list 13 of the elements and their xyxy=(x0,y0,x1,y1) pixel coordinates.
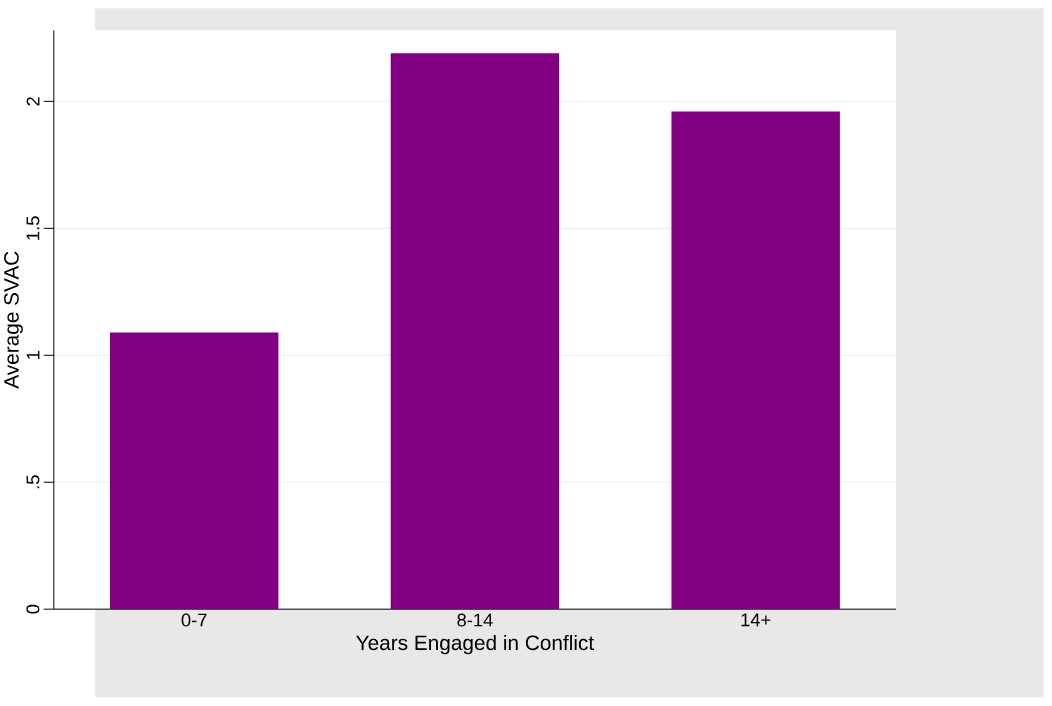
bar xyxy=(109,332,279,610)
y-tick-label: 2 xyxy=(26,97,40,106)
x-tick-label: 0-7 xyxy=(181,613,207,627)
y-tick-label: .5 xyxy=(26,475,40,489)
y-tick-label: 1.5 xyxy=(26,216,40,240)
x-tick-label: 14+ xyxy=(741,613,771,627)
y-tick-label: 1 xyxy=(26,351,40,360)
x-tick-label: 8-14 xyxy=(457,613,493,627)
bar xyxy=(671,111,840,610)
x-axis-title: Years Engaged in Conflict xyxy=(356,635,594,655)
y-tick-label: 0 xyxy=(26,605,40,614)
y-axis-title: Average SVAC xyxy=(4,251,23,389)
bar xyxy=(390,53,560,610)
